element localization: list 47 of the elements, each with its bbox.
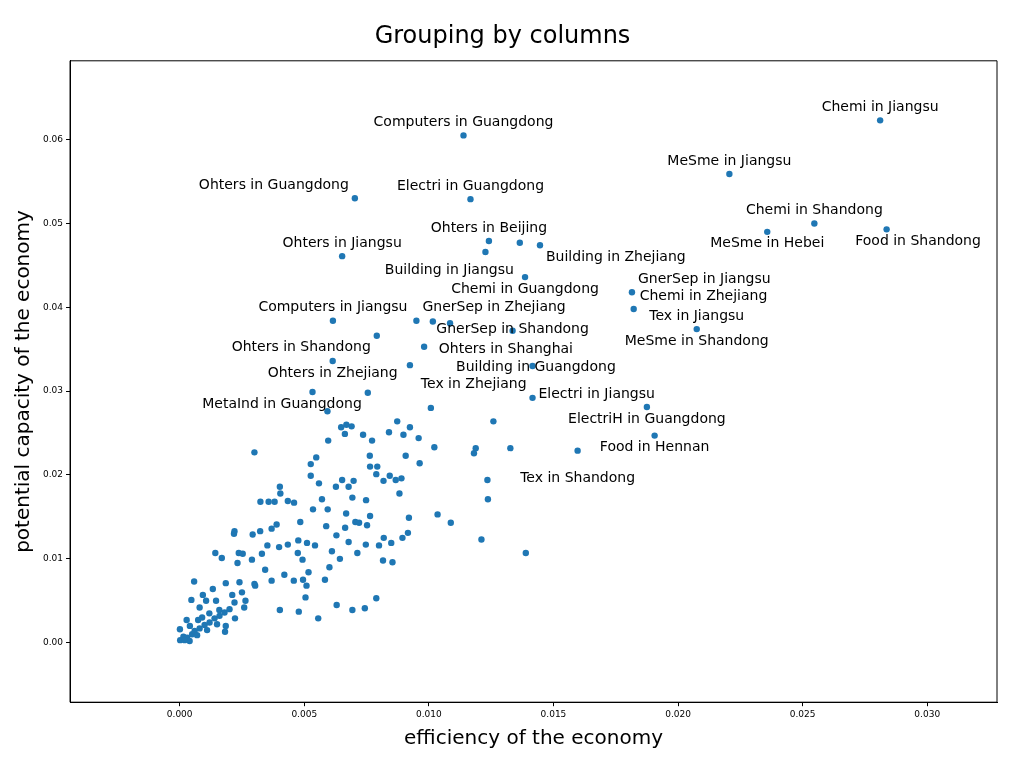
- y-tick-label: 0.05: [42, 217, 64, 228]
- annotation: Electri in Guangdong: [396, 176, 545, 193]
- annotation: MeSme in Hebei: [710, 234, 825, 251]
- annotation: Tex in Zhejiang: [419, 375, 527, 392]
- annotation: Ohters in Beijing: [430, 218, 548, 235]
- annotation: Food in Shandong: [855, 231, 981, 248]
- y-tick-label: 0.06: [42, 133, 64, 144]
- y-tick-label: 0.02: [42, 469, 64, 480]
- annotation: GnerSep in Zhejiang: [422, 298, 566, 315]
- y-tick-label: 0.04: [42, 301, 64, 312]
- annotation: Ohters in Zhejiang: [267, 363, 398, 380]
- x-tick-label: 0.010: [415, 708, 443, 719]
- y-tick-label: 0.03: [42, 385, 64, 396]
- x-tick-label: 0.005: [291, 708, 318, 719]
- annotation: Building in Zhejiang: [546, 247, 686, 264]
- annotation: Ohters in Guangdong: [198, 175, 349, 192]
- annotation: Food in Hennan: [599, 438, 710, 455]
- y-tick-label: 0.01: [42, 553, 64, 564]
- annotation: Ohters in Jiangsu: [282, 233, 402, 250]
- annotation: Computers in Jiangsu: [258, 298, 408, 315]
- annotation: Ohters in Shanghai: [438, 340, 574, 357]
- x-axis-title: efficiency of the economy: [404, 725, 664, 750]
- chart-title: Grouping by columns: [374, 20, 631, 49]
- annotation: Ohters in Shandong: [231, 338, 371, 355]
- annotation: MeSme in Shandong: [624, 331, 769, 348]
- annotation: Building in Jiangsu: [384, 261, 514, 278]
- y-axis-title: potential capacity of the economy: [10, 209, 35, 553]
- annotation: Chemi in Shandong: [745, 201, 883, 218]
- x-tick-label: 0.020: [665, 708, 692, 719]
- annotation: Chemi in Guangdong: [451, 279, 599, 296]
- annotation: MetaInd in Guangdong: [202, 395, 362, 412]
- annotation: GnerSep in Jiangsu: [637, 269, 771, 286]
- annotation: Tex in Shandong: [519, 469, 636, 486]
- annotation: Chemi in Zhejiang: [639, 286, 768, 303]
- annotation: MeSme in Jiangsu: [667, 151, 792, 168]
- annotation: Electri in Jiangsu: [538, 384, 655, 401]
- x-tick-label: 0.015: [540, 708, 567, 719]
- y-tick-label: 0.00: [42, 637, 64, 648]
- x-tick-label: 0.030: [914, 708, 941, 719]
- annotation: GnerSep in Shandong: [436, 320, 589, 337]
- annotation: Building in Guangdong: [456, 357, 616, 374]
- annotation: Chemi in Jiangsu: [821, 97, 939, 114]
- x-tick-label: 0.000: [166, 708, 193, 719]
- x-tick-label: 0.025: [789, 708, 816, 719]
- annotation: ElectriH in Guangdong: [568, 409, 726, 426]
- annotation: Computers in Guangdong: [373, 113, 554, 130]
- annotation: Tex in Jiangsu: [648, 306, 745, 323]
